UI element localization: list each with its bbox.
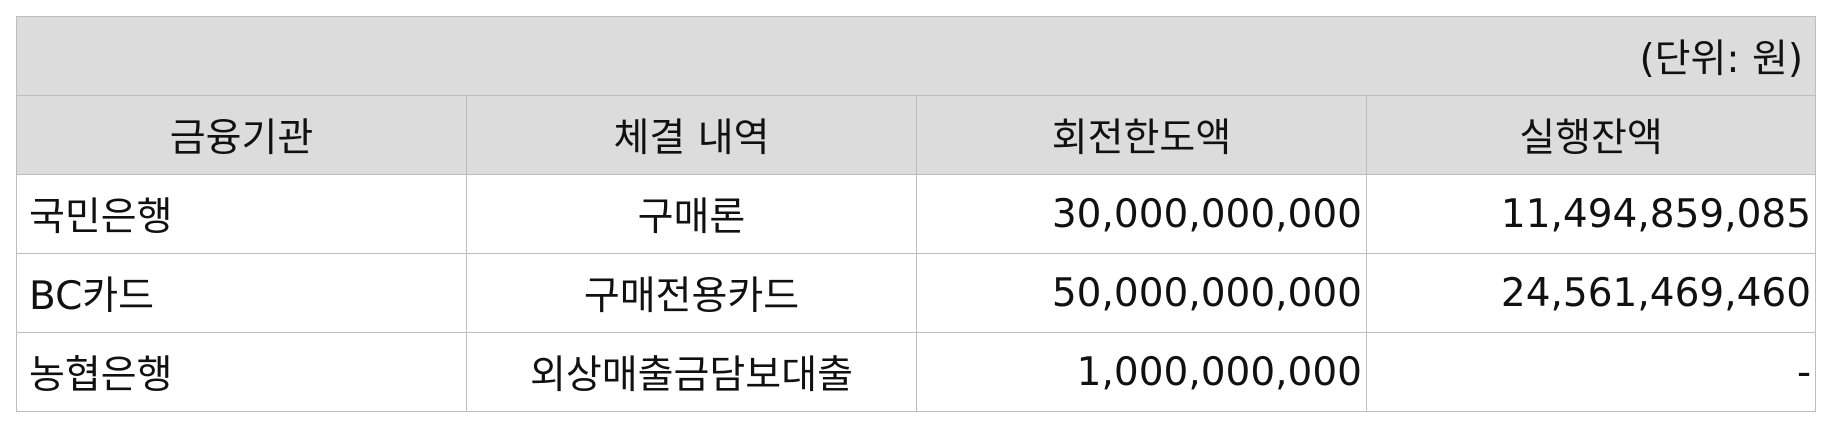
cell-institution: 국민은행 bbox=[16, 174, 467, 254]
header-row: 금융기관 체결 내역 회전한도액 실행잔액 bbox=[16, 95, 1817, 175]
header-institution: 금융기관 bbox=[16, 95, 467, 175]
unit-row: (단위: 원) bbox=[15, 16, 1817, 96]
header-contract: 체결 내역 bbox=[466, 95, 917, 175]
table-row: BC카드 구매전용카드 50,000,000,000 24,561,469,46… bbox=[16, 253, 1817, 333]
cell-revolving-limit: 1,000,000,000 bbox=[916, 332, 1367, 412]
cell-institution: BC카드 bbox=[16, 253, 467, 333]
cell-institution: 농협은행 bbox=[16, 332, 467, 412]
cell-balance: - bbox=[1365, 332, 1817, 412]
cell-contract: 구매전용카드 bbox=[466, 253, 917, 333]
table-row: 국민은행 구매론 30,000,000,000 11,494,859,085 bbox=[16, 174, 1817, 254]
cell-balance: 11,494,859,085 bbox=[1365, 174, 1817, 254]
credit-facility-table-wrapper: (단위: 원) 금융기관 체결 내역 회전한도액 실행잔액 국민은행 구매론 3… bbox=[15, 16, 1817, 412]
header-revolving-limit: 회전한도액 bbox=[916, 95, 1367, 175]
table-row: 농협은행 외상매출금담보대출 1,000,000,000 - bbox=[16, 332, 1817, 412]
unit-note: (단위: 원) bbox=[15, 16, 1817, 96]
header-balance: 실행잔액 bbox=[1365, 95, 1817, 175]
cell-contract: 구매론 bbox=[466, 174, 917, 254]
cell-revolving-limit: 50,000,000,000 bbox=[916, 253, 1367, 333]
credit-facility-table: (단위: 원) 금융기관 체결 내역 회전한도액 실행잔액 국민은행 구매론 3… bbox=[15, 16, 1817, 412]
cell-contract: 외상매출금담보대출 bbox=[466, 332, 917, 412]
cell-balance: 24,561,469,460 bbox=[1365, 253, 1817, 333]
cell-revolving-limit: 30,000,000,000 bbox=[916, 174, 1367, 254]
